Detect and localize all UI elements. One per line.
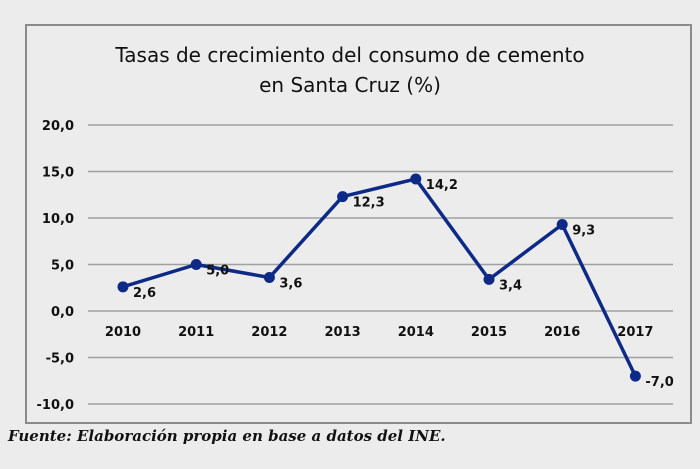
data-label: 2,6	[133, 286, 156, 301]
chart-frame	[25, 24, 692, 424]
data-label: 14,2	[426, 178, 458, 193]
x-tick-label: 2015	[471, 325, 507, 340]
x-tick-label: 2012	[251, 325, 287, 340]
y-tick-label: -5,0	[46, 352, 74, 367]
data-label: 9,3	[572, 224, 595, 239]
x-tick-label: 2010	[105, 325, 141, 340]
data-point	[410, 173, 422, 185]
x-tick-label: 2013	[325, 325, 361, 340]
chart-title-line1: Tasas de crecimiento del consumo de ceme…	[115, 43, 585, 67]
y-tick-label: -10,0	[37, 398, 74, 413]
y-tick-label: 20,0	[42, 119, 74, 134]
data-point	[483, 273, 495, 285]
data-point	[337, 191, 349, 203]
chart-title-line2: en Santa Cruz (%)	[259, 73, 441, 97]
data-point	[556, 219, 568, 231]
y-tick-label: 10,0	[42, 212, 74, 227]
x-tick-label: 2017	[617, 325, 653, 340]
data-point	[190, 259, 202, 270]
series-line	[122, 177, 637, 377]
y-tick-label: 15,0	[42, 166, 74, 181]
data-point	[629, 370, 641, 382]
data-point	[263, 272, 275, 284]
source-caption: Fuente: Elaboración propia en base a dat…	[8, 427, 446, 445]
data-label: -7,0	[645, 375, 673, 390]
y-tick-label: 0,0	[51, 305, 74, 320]
data-label: 5,0	[206, 264, 229, 279]
data-label: 12,3	[353, 196, 385, 211]
x-tick-label: 2011	[178, 325, 214, 340]
x-tick-label: 2014	[398, 325, 434, 340]
x-tick-label: 2016	[544, 325, 580, 340]
chart-title: Tasas de crecimiento del consumo de ceme…	[0, 40, 700, 100]
data-label: 3,4	[499, 278, 522, 293]
data-label: 3,6	[279, 277, 302, 292]
y-tick-label: 5,0	[51, 259, 74, 274]
data-point	[117, 281, 129, 293]
